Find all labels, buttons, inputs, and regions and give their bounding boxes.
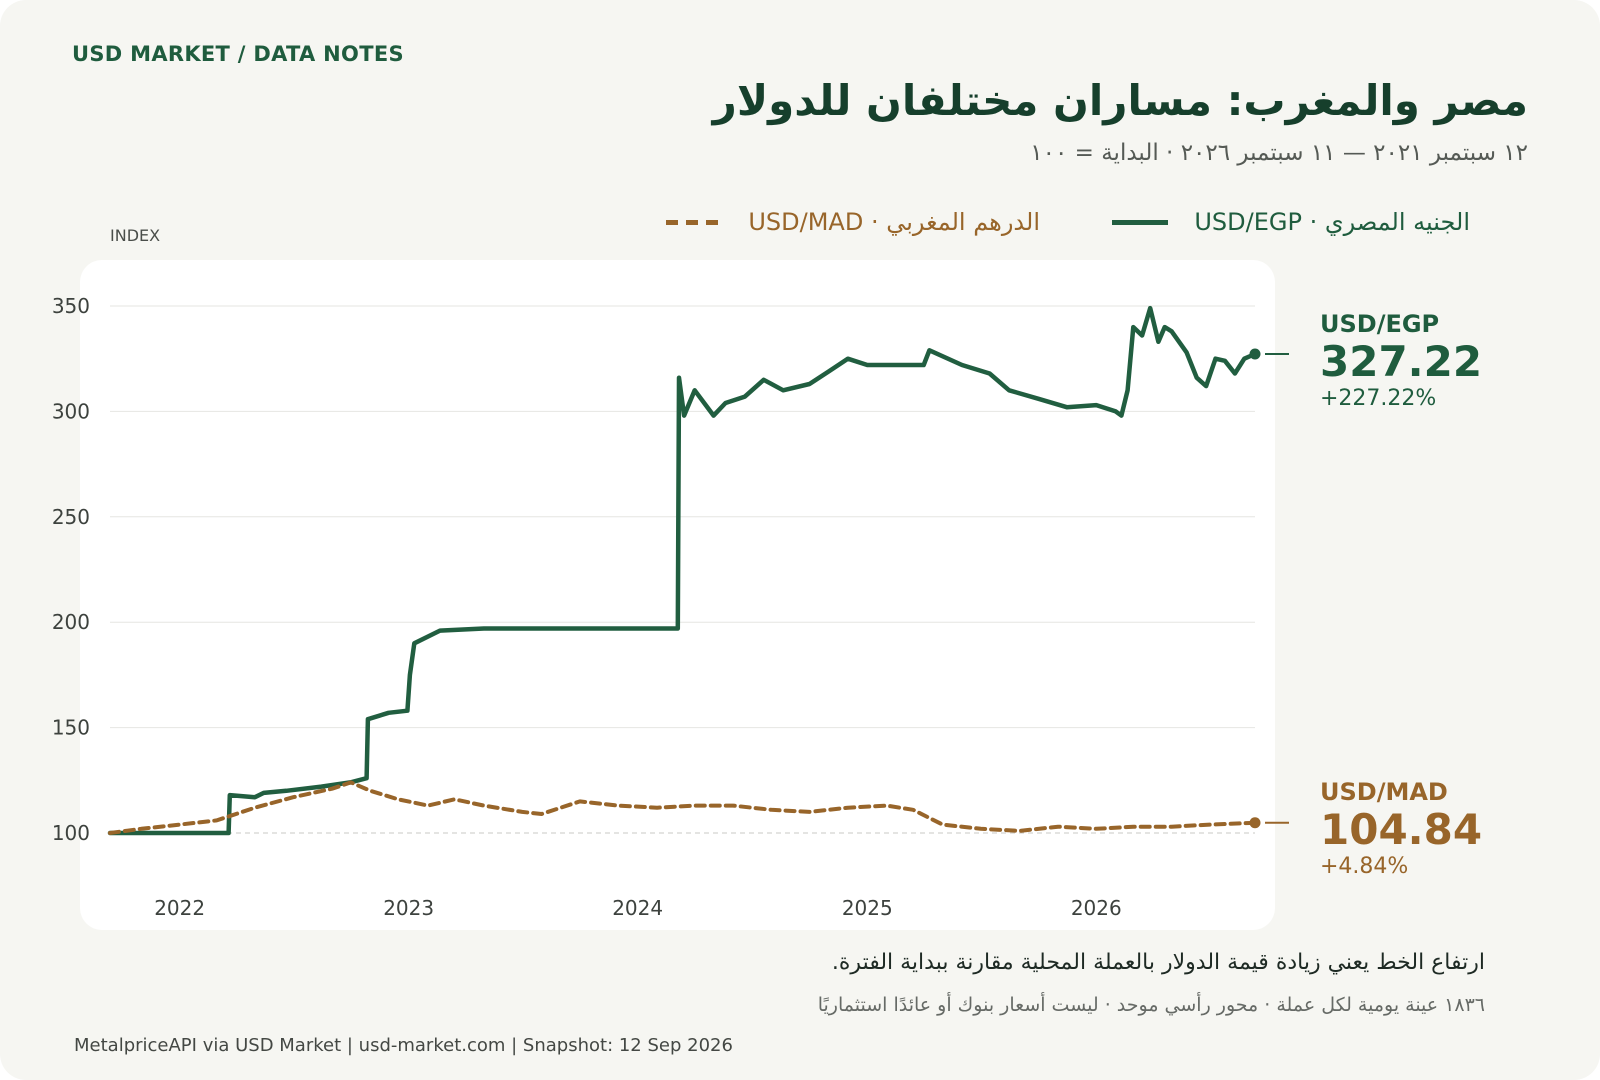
- legend-label-mad: الدرهم المغربي · USD/MAD: [748, 208, 1040, 236]
- end-label-egp-code: USD/EGP: [1320, 310, 1440, 338]
- legend-item-egp: الجنيه المصري · USD/EGP: [1112, 204, 1470, 240]
- y-tick-label: 100: [52, 821, 90, 845]
- y-tick-label: 150: [52, 716, 90, 740]
- series-line-egp: [107, 305, 1258, 836]
- legend-item-mad: الدرهم المغربي · USD/MAD: [666, 204, 1040, 240]
- legend-label-egp: الجنيه المصري · USD/EGP: [1194, 208, 1470, 236]
- explanatory-note: ارتفاع الخط يعني زيادة قيمة الدولار بالع…: [831, 950, 1485, 975]
- end-label-egp: USD/EGP 327.22 +227.22%: [1320, 310, 1482, 411]
- x-tick-label: 2022: [154, 896, 205, 920]
- kicker: USD MARKET / DATA NOTES: [72, 42, 404, 66]
- end-label-egp-value: 327.22: [1320, 337, 1483, 386]
- y-tick-label: 300: [52, 399, 90, 423]
- end-point-mad: [1249, 817, 1261, 829]
- end-label-mad-value: 104.84: [1320, 805, 1483, 854]
- end-point-egp: [1249, 348, 1261, 360]
- y-tick-label: 200: [52, 610, 90, 634]
- source-footer: MetalpriceAPI via USD Market | usd-marke…: [74, 1035, 733, 1056]
- end-label-mad-change: +4.84%: [1320, 854, 1409, 879]
- end-label-mad: USD/MAD 104.84 +4.84%: [1320, 778, 1482, 879]
- x-tick-label: 2025: [842, 896, 893, 920]
- y-tick-label: 250: [52, 505, 90, 529]
- legend-swatch-egp: [1112, 219, 1169, 225]
- chart-subtitle: ١٢ سبتمبر ٢٠٢١ — ١١ سبتمبر ٢٠٢٦ · البداي…: [1030, 140, 1528, 166]
- y-axis-label: INDEX: [110, 226, 161, 245]
- x-tick-label: 2026: [1071, 896, 1122, 920]
- chart-title: مصر والمغرب: مساران مختلفان للدولار: [712, 76, 1528, 125]
- end-label-egp-change: +227.22%: [1320, 386, 1437, 411]
- legend-swatch-mad: [666, 219, 723, 225]
- end-label-mad-code: USD/MAD: [1320, 778, 1448, 806]
- series-line-mad: [108, 780, 1257, 835]
- x-tick-label: 2024: [612, 896, 663, 920]
- y-tick-label: 350: [52, 294, 90, 318]
- methodology-note: ١٨٣٦ عينة يومية لكل عملة · محور رأسي موح…: [817, 994, 1485, 1016]
- x-tick-label: 2023: [383, 896, 434, 920]
